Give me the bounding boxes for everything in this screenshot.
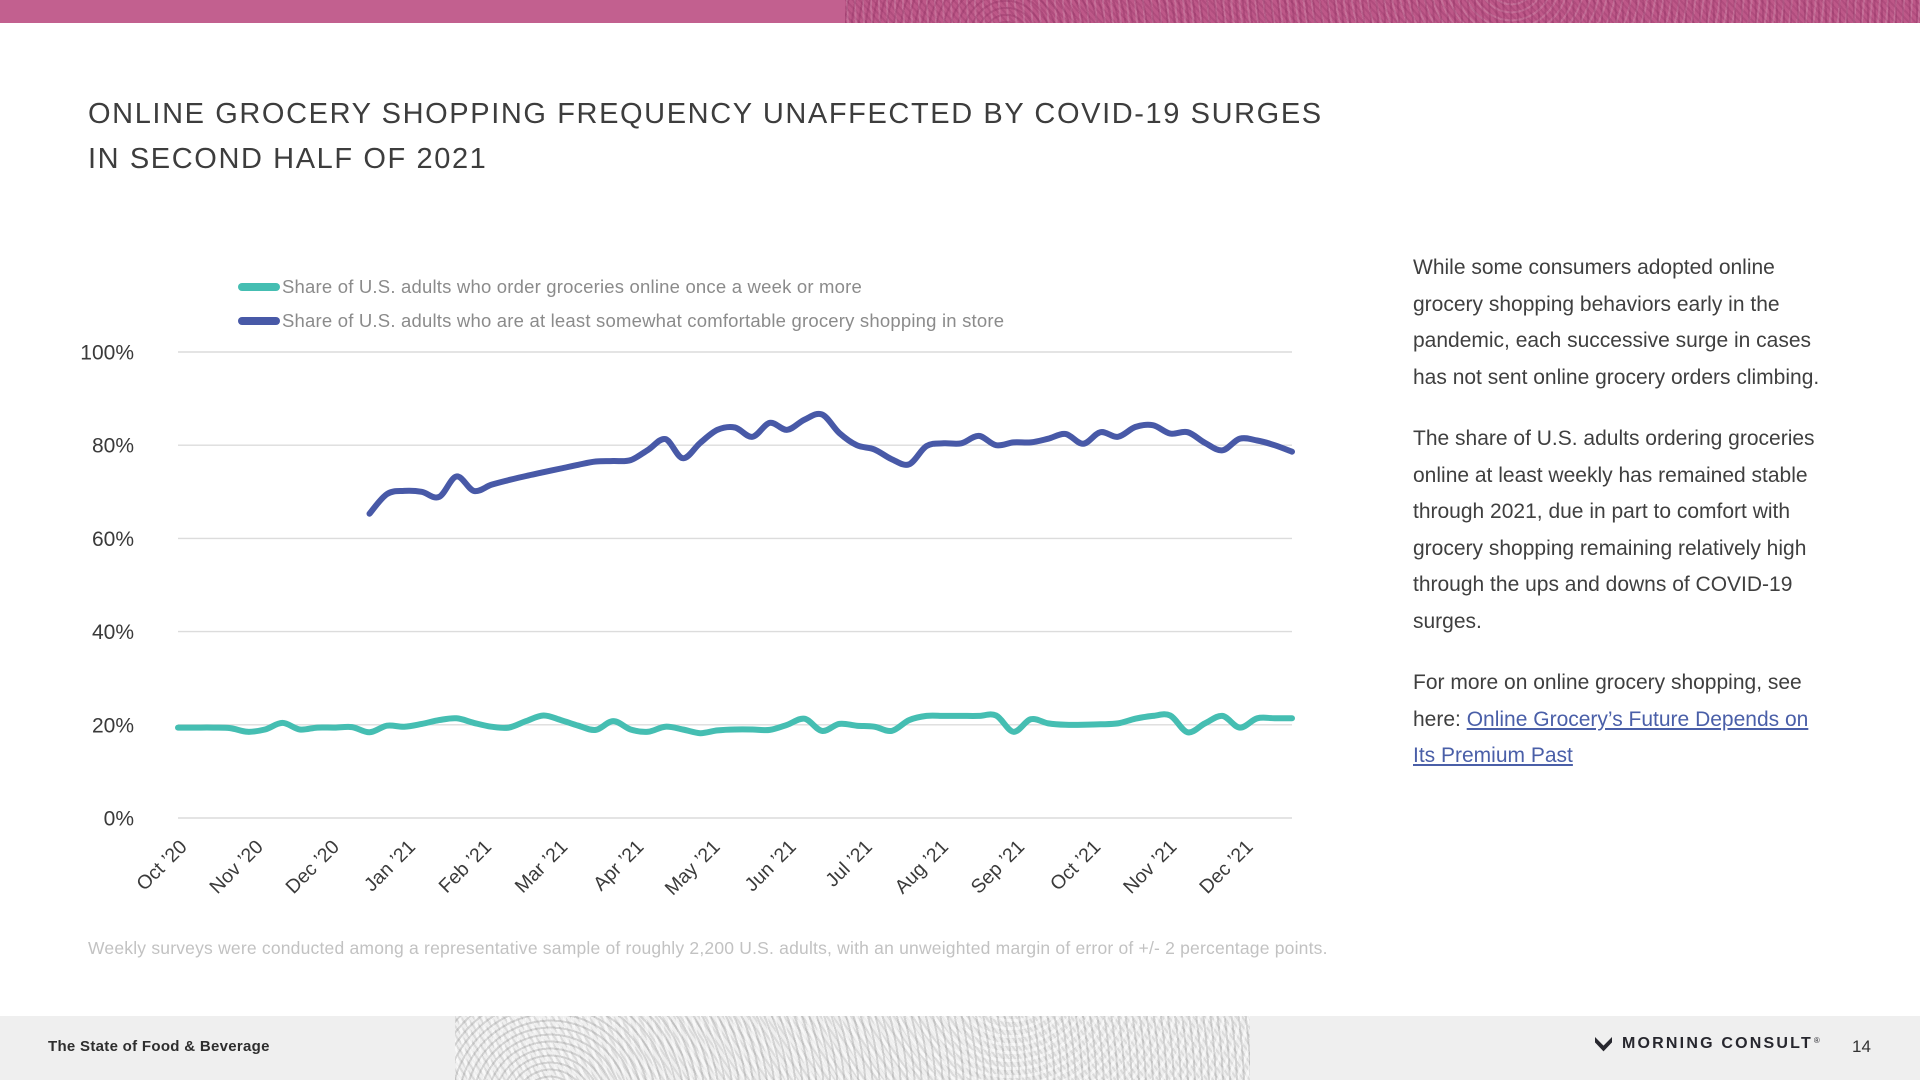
header-accent-bar — [0, 0, 1920, 23]
svg-text:Dec ’21: Dec ’21 — [1195, 836, 1257, 898]
grocery-frequency-line-chart: 0% 20% 40% 60% 80% 100% Oct ’20 Nov ’20 Dec ’20 J… — [80, 342, 1295, 900]
footer-swirl-pattern — [455, 1016, 1250, 1080]
legend-swatch-teal — [238, 283, 280, 291]
svg-text:Jan ’21: Jan ’21 — [360, 836, 420, 896]
svg-text:Oct ’20: Oct ’20 — [132, 836, 191, 895]
svg-text:Dec ’20: Dec ’20 — [282, 836, 344, 898]
online-grocery-article-link[interactable]: Online Grocery’s Future Depends on Its P… — [1413, 707, 1809, 768]
brand-trademark: ® — [1813, 1035, 1820, 1045]
svg-text:Jul ’21: Jul ’21 — [821, 836, 876, 891]
chart-legend: Share of U.S. adults who order groceries… — [238, 272, 1004, 340]
morning-consult-m-icon — [1595, 1036, 1612, 1051]
report-title: The State of Food & Beverage — [48, 1038, 270, 1055]
svg-text:100%: 100% — [80, 342, 134, 365]
svg-text:80%: 80% — [92, 435, 134, 458]
svg-text:Nov ’21: Nov ’21 — [1119, 836, 1181, 898]
svg-text:Apr ’21: Apr ’21 — [589, 836, 648, 895]
legend-item-online-orders: Share of U.S. adults who order groceries… — [238, 272, 1004, 302]
legend-swatch-blue — [238, 317, 280, 325]
legend-item-instore-comfort: Share of U.S. adults who are at least so… — [238, 306, 1004, 336]
footer-bar: The State of Food & Beverage MORNING CON… — [0, 1016, 1920, 1080]
svg-text:20%: 20% — [92, 714, 134, 737]
svg-text:May ’21: May ’21 — [661, 836, 725, 900]
header-swirl-pattern — [845, 0, 1920, 23]
legend-label: Share of U.S. adults who order groceries… — [282, 276, 862, 297]
commentary-panel: While some consumers adopted online groc… — [1413, 250, 1828, 800]
commentary-paragraph-1: While some consumers adopted online groc… — [1413, 256, 1820, 389]
page-number: 14 — [1852, 1037, 1871, 1056]
svg-text:Mar ’21: Mar ’21 — [511, 836, 573, 898]
svg-text:Jun ’21: Jun ’21 — [741, 836, 801, 896]
brand-wordmark: MORNING CONSULT — [1622, 1035, 1813, 1052]
commentary-paragraph-3: For more on online grocery shopping, see… — [1413, 665, 1828, 775]
page-title-line2: IN SECOND HALF OF 2021 — [88, 143, 488, 175]
svg-text:Feb ’21: Feb ’21 — [435, 836, 497, 898]
morning-consult-logo: MORNING CONSULT ® — [1594, 1035, 1820, 1053]
legend-label: Share of U.S. adults who are at least so… — [282, 310, 1005, 331]
commentary-paragraph-2: The share of U.S. adults ordering grocer… — [1413, 427, 1815, 633]
svg-text:Aug ’21: Aug ’21 — [891, 836, 953, 898]
page-title: ONLINE GROCERY SHOPPING FREQUENCY UNAFFE… — [88, 92, 1868, 182]
svg-text:Sep ’21: Sep ’21 — [967, 836, 1029, 898]
svg-text:Nov ’20: Nov ’20 — [205, 836, 267, 898]
svg-text:40%: 40% — [92, 621, 134, 644]
svg-text:Oct ’21: Oct ’21 — [1046, 836, 1105, 895]
svg-text:0%: 0% — [104, 808, 134, 831]
link-prefix-text: For more on online grocery shopping, see… — [1413, 671, 1802, 731]
page-title-line1: ONLINE GROCERY SHOPPING FREQUENCY UNAFFE… — [88, 98, 1323, 130]
svg-text:60%: 60% — [92, 528, 134, 551]
methodology-note: Weekly surveys were conducted among a re… — [88, 938, 1328, 958]
